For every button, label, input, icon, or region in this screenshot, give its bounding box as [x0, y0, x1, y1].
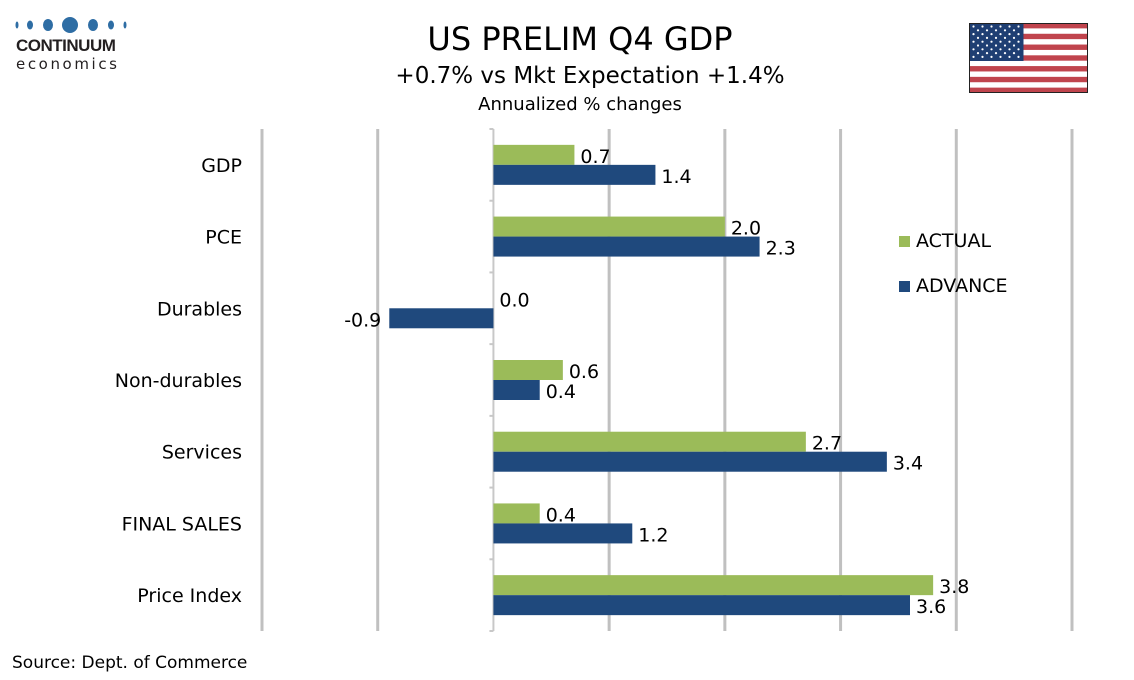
- bar-advance: [493, 523, 633, 544]
- data-label-advance: 1.2: [638, 524, 668, 546]
- legend-label-advance: ADVANCE: [916, 275, 1008, 297]
- data-label-actual: 0.4: [546, 504, 576, 526]
- legend-swatch-actual: [899, 235, 910, 247]
- category-label: GDP: [201, 155, 242, 177]
- legend-label-actual: ACTUAL: [916, 230, 992, 252]
- bar-actual: [493, 503, 540, 524]
- bar-advance: [493, 164, 656, 185]
- category-label: Durables: [157, 298, 242, 320]
- logo-dots-icon: [15, 17, 127, 33]
- bar-actual: [493, 360, 563, 380]
- source-note: Source: Dept. of Commerce: [12, 653, 248, 673]
- data-label-advance: 1.4: [661, 166, 691, 188]
- data-label-actual: 3.8: [939, 576, 969, 598]
- bar-advance: [493, 236, 760, 257]
- data-label-advance: 3.4: [893, 453, 923, 475]
- chart-title: US PRELIM Q4 GDP: [427, 20, 733, 58]
- bar-actual: [493, 431, 806, 452]
- data-label-advance: 0.4: [546, 381, 576, 403]
- data-label-actual: 2.7: [812, 433, 842, 455]
- bar-advance: [493, 595, 910, 616]
- data-label-actual: 0.7: [580, 146, 610, 168]
- bar-actual: [493, 144, 575, 165]
- bar-actual: [493, 575, 934, 596]
- chart-units: Annualized % changes: [478, 94, 682, 115]
- data-label-actual: 0.6: [569, 361, 599, 383]
- bar-actual: [493, 216, 725, 237]
- category-label: Non-durables: [115, 370, 242, 392]
- bar-advance: [493, 380, 540, 400]
- bar-advance: [389, 308, 494, 329]
- data-label-advance: -0.9: [344, 309, 381, 331]
- legend-swatch-advance: [899, 280, 910, 292]
- data-label-advance: 2.3: [766, 238, 796, 260]
- data-label-actual: 2.0: [731, 218, 761, 240]
- category-label: FINAL SALES: [122, 513, 242, 535]
- legend-item-advance: ADVANCE: [899, 275, 1008, 297]
- category-label: Price Index: [137, 585, 242, 607]
- bar-advance: [493, 451, 887, 472]
- category-label: PCE: [205, 227, 242, 249]
- data-label-actual: 0.0: [499, 289, 529, 311]
- legend-item-actual: ACTUAL: [899, 230, 991, 252]
- chart-subtitle: +0.7% vs Mkt Expectation +1.4%: [395, 63, 785, 89]
- data-label-advance: 3.6: [916, 596, 946, 618]
- category-label: Services: [162, 442, 242, 464]
- us-flag-icon: [969, 23, 1088, 93]
- logo-subtext: economics: [16, 55, 120, 73]
- logo-wordmark: CONTINUUM: [16, 36, 116, 55]
